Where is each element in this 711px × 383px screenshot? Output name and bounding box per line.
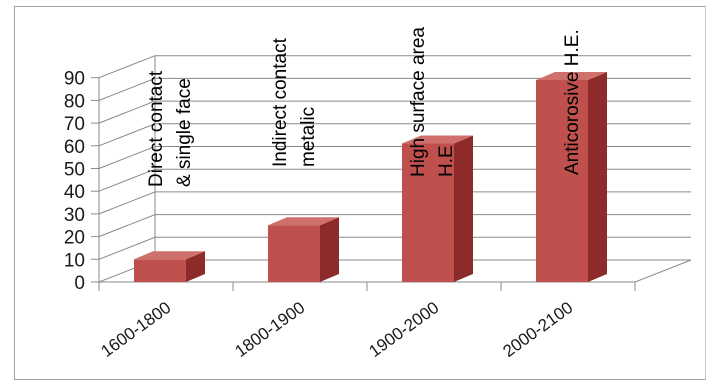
x-tick-label-1900-2000: 1900-2000	[365, 298, 442, 361]
y-tick-label-10: 10	[64, 250, 85, 271]
x-tick-label-1600-1800: 1600-1800	[97, 298, 174, 361]
x-axis-category-labels: 1600-1800 1800-1900 1900-2000 2000-2100	[97, 298, 576, 361]
y-tick-label-70: 70	[64, 114, 85, 135]
y-tick-label-20: 20	[64, 228, 85, 249]
bar-1800-1900	[268, 217, 339, 282]
bar-side	[588, 71, 607, 282]
bar-annotations: Direct contact & single face Indirect cont…	[146, 27, 583, 187]
bar-annotation-1-1: metalic	[298, 107, 319, 167]
floor-right-edge	[634, 259, 692, 283]
y-tick-label-90: 90	[64, 69, 85, 90]
chart-frame: 0 10 20 30 40 50 60 70 80 90 1600-1800 1800-1900 19…	[14, 6, 706, 380]
y-tick-label-30: 30	[64, 205, 85, 226]
bar-front	[402, 143, 454, 282]
bar-annotation-2-0: High surface area	[408, 27, 429, 177]
y-tick-label-0: 0	[74, 273, 85, 294]
bar-annotation-2-1: H.E	[436, 145, 457, 177]
bar-annotation-1-0: Indirect contact	[270, 37, 291, 167]
bar-front	[268, 225, 320, 282]
y-tick-label-50: 50	[64, 160, 85, 181]
bar-top	[268, 217, 339, 226]
x-tick-label-1800-1900: 1800-1900	[231, 298, 308, 361]
bars	[134, 71, 607, 282]
bar-side	[454, 135, 473, 282]
bar-top	[536, 71, 607, 80]
bar-front	[134, 259, 186, 282]
bar-top	[402, 135, 473, 144]
y-tick-label-80: 80	[64, 91, 85, 112]
bar-1600-1800	[134, 251, 205, 282]
bar-annotation-0-1: & single face	[174, 78, 195, 187]
y-tick-label-40: 40	[64, 182, 85, 203]
bar-1900-2000	[402, 135, 473, 282]
bar-top	[134, 251, 205, 260]
gridlines	[98, 55, 691, 283]
y-tick-label-60: 60	[64, 137, 85, 158]
bar-2000-2100	[536, 71, 607, 282]
bar-front	[536, 79, 588, 282]
x-tick-label-2000-2100: 2000-2100	[499, 298, 576, 361]
bar-annotation-3-0: Anticorosive H.E.	[562, 29, 583, 175]
bar-annotation-0-0: Direct contact	[146, 70, 167, 187]
bar-side	[320, 217, 339, 282]
bar-side	[186, 251, 205, 282]
